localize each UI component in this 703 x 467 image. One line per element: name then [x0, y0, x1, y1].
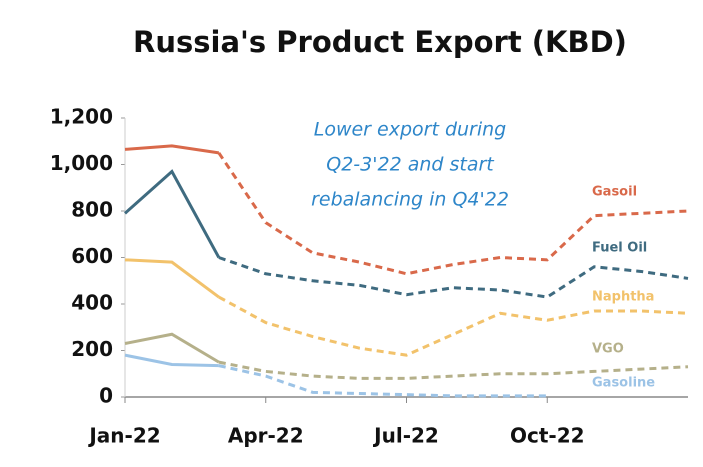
- y-tick-label: 600: [71, 244, 113, 268]
- series-line-dashed: [218, 295, 689, 357]
- y-tick-label: 400: [71, 291, 113, 315]
- y-tick-label: 1,200: [50, 105, 113, 129]
- y-tick-label: 200: [71, 337, 113, 361]
- annotation: rebalancing in Q4'22: [311, 189, 509, 211]
- x-tick-label: Oct-22: [510, 424, 585, 448]
- series-line: [124, 144, 220, 155]
- annotation: Lower export during: [314, 119, 507, 141]
- chart-title: Russia's Product Export (KBD): [133, 25, 627, 59]
- series-line: [124, 332, 220, 364]
- x-tick-label: Jul-22: [372, 424, 439, 448]
- annotation: Q2-3'22 and start: [326, 154, 495, 176]
- series-label: VGO: [592, 342, 624, 357]
- series-line-dashed: [218, 364, 548, 398]
- series-label: Gasoline: [592, 376, 655, 391]
- y-tick-label: 1,000: [50, 151, 113, 175]
- series-line: [124, 169, 221, 259]
- series-label: Naphtha: [592, 290, 654, 305]
- series-line: [124, 353, 219, 368]
- series-line-dashed: [217, 152, 689, 276]
- x-tick-label: Apr-22: [228, 424, 304, 448]
- x-tick-label: Jan-22: [87, 424, 160, 448]
- y-tick-label: 0: [99, 384, 113, 408]
- series-label: Fuel Oil: [592, 241, 647, 256]
- y-tick-label: 800: [71, 198, 113, 222]
- series-label: Gasoil: [592, 185, 637, 200]
- series-line: [124, 258, 220, 299]
